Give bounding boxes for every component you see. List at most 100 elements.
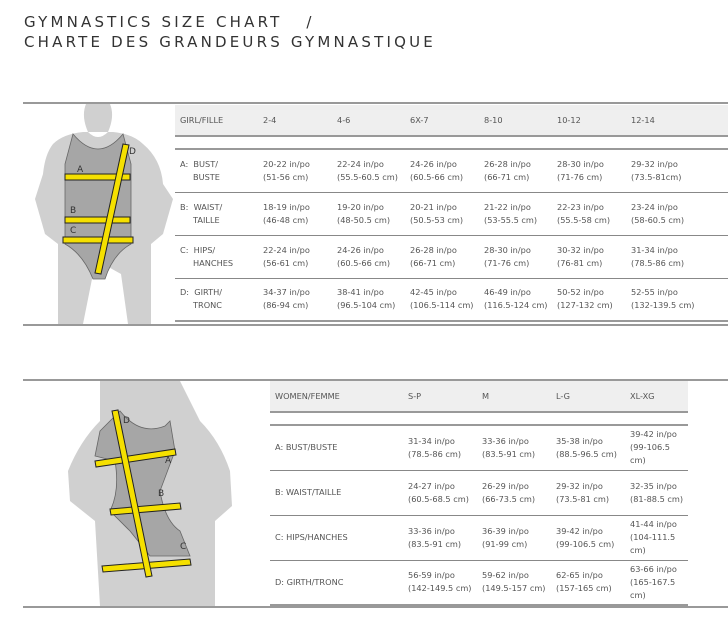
row-label: D: GIRTH/TRONC (175, 278, 258, 322)
inches-value: 38-41 in/po (337, 287, 384, 298)
inches-value: 41-44 in/po (630, 519, 677, 529)
size-cell: 46-49 in/po (116.5-124 cm) (479, 278, 552, 322)
table-row: B: WAIST/TAILLE 18-19 in/po (46-48 cm) 19-2… (175, 192, 728, 236)
label-d: D (123, 416, 130, 426)
header-size: 4-6 (332, 105, 405, 137)
row-label: B: WAIST/TAILLE (270, 470, 403, 516)
measuring-tape-icon (62, 143, 134, 275)
size-cell: 28-30 in/po (71-76 cm) (552, 149, 626, 193)
cm-value: (142-149.5 cm) (408, 583, 472, 594)
inches-value: 23-24 in/po (631, 201, 678, 212)
table-row: C: HIPS/HANCHES 33-36 in/po (83.5-91 cm) 36… (270, 515, 688, 561)
inches-value: 33-36 in/po (408, 525, 455, 536)
cm-value: (71-76 cm) (557, 171, 603, 182)
title-line-2: CHARTE DES GRANDEURS GYMNASTIQUE (24, 33, 436, 51)
size-cell: 24-26 in/po (60.5-66 cm) (405, 149, 479, 193)
row-label-line: BUSTE (193, 171, 220, 182)
inches-value: 29-32 in/po (631, 158, 678, 169)
cm-value: (73.5-81cm) (631, 171, 682, 182)
cm-value: (149.5-157 cm) (482, 583, 546, 594)
row-label-line: A: BUST/ (180, 158, 218, 169)
cm-value: (73.5-81 cm) (556, 493, 610, 504)
row-label-line: C: HIPS/ (180, 244, 216, 255)
inches-value: 56-59 in/po (408, 570, 455, 581)
size-cell: 62-65 in/po (157-165 cm) (551, 560, 625, 606)
cm-value: (76-81 cm) (557, 257, 603, 268)
title-line-1: GYMNASTICS SIZE CHART / (24, 13, 315, 31)
inches-value: 59-62 in/po (482, 570, 529, 581)
cm-value: (83.5-91 cm) (482, 448, 536, 459)
cm-value: (165-167.5 cm) (630, 576, 676, 600)
inches-value: 36-39 in/po (482, 525, 529, 536)
label-a: A (165, 456, 172, 466)
cm-value: (66-71 cm) (410, 257, 456, 268)
row-label: C: HIPS/HANCHES (270, 515, 403, 561)
size-cell: 41-44 in/po (104-111.5 cm) (625, 515, 688, 561)
size-cell: 32-35 in/po (81-88.5 cm) (625, 470, 688, 516)
row-label-line: TAILLE (193, 214, 220, 225)
header-size: 6X-7 (405, 105, 479, 137)
row-label: D: GIRTH/TRONC (270, 560, 403, 606)
cm-value: (78.5-86 cm) (408, 448, 462, 459)
header-size: 12-14 (626, 105, 728, 137)
header-size: L-G (551, 381, 625, 413)
divider (23, 379, 728, 381)
size-cell: 36-39 in/po (91-99 cm) (477, 515, 551, 561)
inches-value: 62-65 in/po (556, 570, 603, 581)
inches-value: 32-35 in/po (630, 480, 677, 491)
inches-value: 34-37 in/po (263, 287, 310, 298)
label-c: C (180, 542, 186, 552)
cm-value: (66-73.5 cm) (482, 493, 536, 504)
inches-value: 31-34 in/po (631, 244, 678, 255)
inches-value: 42-45 in/po (410, 287, 457, 298)
size-cell: 35-38 in/po (88.5-96.5 cm) (551, 425, 625, 471)
cm-value: (106.5-114 cm) (410, 300, 474, 311)
inches-value: 21-22 in/po (484, 201, 531, 212)
size-cell: 26-28 in/po (66-71 cm) (479, 149, 552, 193)
inches-value: 20-21 in/po (410, 201, 457, 212)
cm-value: (157-165 cm) (556, 583, 612, 594)
size-cell: 31-34 in/po (78.5-86 cm) (626, 235, 728, 279)
cm-value: (81-88.5 cm) (630, 493, 684, 504)
size-cell: 18-19 in/po (46-48 cm) (258, 192, 332, 236)
size-cell: 29-32 in/po (73.5-81cm) (626, 149, 728, 193)
cm-value: (91-99 cm) (482, 538, 528, 549)
size-cell: 29-32 in/po (73.5-81 cm) (551, 470, 625, 516)
girl-figure: A B C D (35, 104, 173, 324)
size-cell: 52-55 in/po (132-139.5 cm) (626, 278, 728, 322)
cm-value: (53-55.5 cm) (484, 214, 538, 225)
label-b: B (158, 489, 164, 499)
label-d: D (129, 147, 136, 157)
size-cell: 26-28 in/po (66-71 cm) (405, 235, 479, 279)
size-cell: 59-62 in/po (149.5-157 cm) (477, 560, 551, 606)
inches-value: 26-29 in/po (482, 480, 529, 491)
inches-value: 33-36 in/po (482, 435, 529, 446)
cm-value: (60.5-66 cm) (337, 257, 391, 268)
divider (23, 606, 728, 608)
table-row: D: GIRTH/TRONC 34-37 in/po (86-94 cm) 38-41… (175, 278, 728, 322)
label-c: C (70, 226, 76, 236)
size-cell: 34-37 in/po (86-94 cm) (258, 278, 332, 322)
inches-value: 24-26 in/po (410, 158, 457, 169)
inches-value: 19-20 in/po (337, 201, 384, 212)
cm-value: (48-50.5 cm) (337, 214, 391, 225)
girl-size-table: GIRL/FILLE 2-4 4-6 6X-7 8-10 10-12 12-14 A: BU… (175, 105, 728, 322)
inches-value: 24-26 in/po (337, 244, 384, 255)
divider (23, 102, 728, 104)
inches-value: 31-34 in/po (408, 435, 455, 446)
women-size-table: WOMEN/FEMME S-P M L-G XL-XG A: BUST/BUSTE 31-… (270, 381, 688, 606)
inches-value: 63-66 in/po (630, 563, 677, 574)
inches-value: 39-42 in/po (556, 525, 603, 536)
cm-value: (46-48 cm) (263, 214, 309, 225)
cm-value: (88.5-96.5 cm) (556, 448, 617, 459)
size-cell: 38-41 in/po (96.5-104 cm) (332, 278, 405, 322)
size-cell: 33-36 in/po (83.5-91 cm) (403, 515, 477, 561)
table-row: A: BUST/BUSTE 31-34 in/po (78.5-86 cm) 33-3… (270, 425, 688, 471)
cm-value: (78.5-86 cm) (631, 257, 685, 268)
size-cell: 21-22 in/po (53-55.5 cm) (479, 192, 552, 236)
size-cell: 22-24 in/po (56-61 cm) (258, 235, 332, 279)
row-label: B: WAIST/TAILLE (175, 192, 258, 236)
row-label-line: D: GIRTH/ (180, 287, 223, 298)
table-row: C: HIPS/HANCHES 22-24 in/po (56-61 cm) 24-2… (175, 235, 728, 279)
row-label-line: TRONC (193, 300, 222, 311)
